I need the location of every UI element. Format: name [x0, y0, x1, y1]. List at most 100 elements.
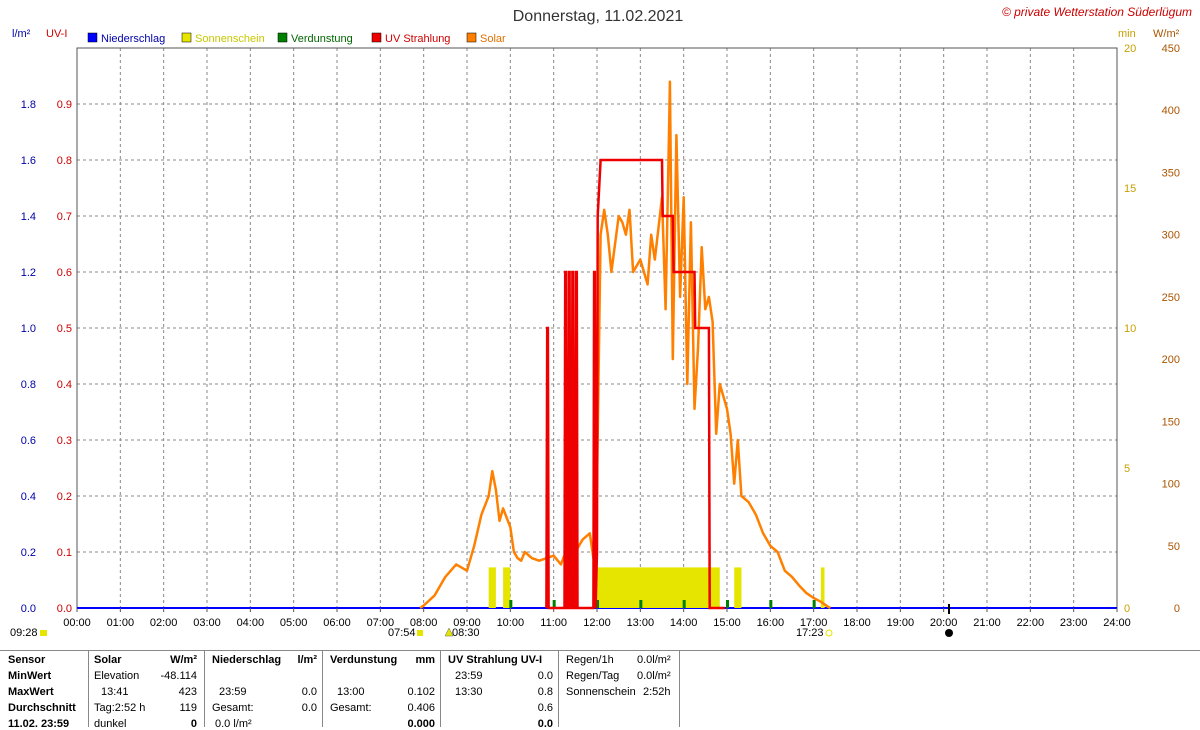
y-right-min-tick-label: 0 — [1124, 603, 1130, 615]
y-right-solar-tick-label: 350 — [1162, 167, 1180, 179]
stats-header-niederschlag: Niederschlag — [212, 654, 282, 666]
y-left-uv-tick-label: 0.8 — [57, 155, 72, 167]
x-tick-label: 22:00 — [1017, 617, 1045, 629]
legend-label: Verdunstung — [291, 33, 353, 45]
verdunstung-mark — [682, 600, 686, 608]
sonnenschein-value: 2:52h — [643, 686, 671, 698]
sun-half-icon — [444, 627, 454, 637]
verdunstung-mark — [726, 600, 729, 608]
x-tick-label: 12:00 — [583, 617, 611, 629]
y-left-uv-tick-label: 0.0 — [57, 603, 72, 615]
y-left-uv-tick-label: 0.3 — [57, 435, 72, 447]
verdunstung-mark — [639, 600, 643, 608]
stats-header-uv: UV Strahlung UV-I — [448, 654, 543, 666]
solar-last-value: 0 — [190, 718, 197, 730]
left-axis-unit-precip: l/m² — [12, 28, 31, 40]
solar-avg-label: Tag:2:52 h — [94, 702, 146, 714]
chart-title: Donnerstag, 11.02.2021 — [513, 8, 684, 25]
y-left-uv-tick-label: 0.2 — [57, 491, 72, 503]
right-axis-unit-solar: W/m² — [1153, 28, 1180, 40]
x-tick-label: 23:00 — [1060, 617, 1088, 629]
x-tick-label: 18:00 — [843, 617, 871, 629]
x-tick-label: 15:00 — [713, 617, 741, 629]
x-tick-label: 07:00 — [367, 617, 395, 629]
verdunstung-mark — [596, 600, 599, 608]
sunrise-icon — [417, 630, 423, 636]
sonnenschein-label: Sonnenschein — [566, 686, 636, 698]
x-tick-label: 03:00 — [193, 617, 221, 629]
regen-tag-label: Regen/Tag — [566, 670, 620, 682]
y-right-solar-tick-label: 300 — [1162, 230, 1180, 242]
y-right-min-tick-label: 5 — [1124, 463, 1130, 475]
stats-header-solar: Solar — [94, 654, 122, 666]
y-left-uv-tick-label: 0.4 — [57, 379, 72, 391]
left-axis-unit-uv: UV-I — [46, 28, 67, 40]
stats-header-verdunstung: Verdunstung — [330, 654, 398, 666]
legend-label: Sonnenschein — [195, 33, 265, 45]
y-right-solar-tick-label: 200 — [1162, 354, 1180, 366]
y-right-solar-tick-label: 150 — [1162, 416, 1180, 428]
marker-mid-time: 08:30 — [452, 627, 480, 639]
weather-chart: Donnerstag, 11.02.2021 © private Wetters… — [10, 5, 1192, 639]
sunshine-bar — [734, 567, 742, 608]
sun-icon-left — [40, 630, 47, 636]
y-left-precip-tick-label: 0.8 — [21, 379, 36, 391]
solar-min-value: -48.114 — [160, 670, 198, 682]
x-tick-label: 00:00 — [63, 617, 91, 629]
sun-markers: 09:28 07:54 08:30 17:23 — [10, 604, 953, 639]
niederschlag-total-value: 0.0 — [301, 702, 317, 714]
x-tick-label: 14:00 — [670, 617, 698, 629]
row-label-last: 11.02. 23:59 — [8, 718, 70, 730]
divider — [679, 651, 680, 727]
divider — [558, 651, 559, 727]
x-tick-label: 08:00 — [410, 617, 438, 629]
niederschlag-last-label: 0.0 l/m² — [215, 718, 252, 730]
y-left-precip-tick-label: 1.4 — [21, 211, 36, 223]
stats-header-verdunstung-unit: mm — [415, 654, 435, 666]
verdunstung-total-value: 0.406 — [407, 702, 435, 714]
sunshine-bar — [488, 567, 496, 608]
x-tick-label: 02:00 — [150, 617, 178, 629]
x-tick-label: 01:00 — [107, 617, 135, 629]
y-right-solar-tick-label: 450 — [1162, 43, 1180, 55]
x-tick-label: 09:00 — [453, 617, 481, 629]
x-tick-label: 19:00 — [887, 617, 915, 629]
legend-label: Solar — [480, 33, 506, 45]
copyright-label: © private Wetterstation Süderlügum — [1002, 5, 1192, 19]
uv-series — [545, 158, 725, 610]
uv-min-value: 0.0 — [537, 670, 553, 682]
verdunstung-mark — [769, 600, 773, 608]
solar-avg-value: 119 — [179, 702, 197, 714]
solar-series — [419, 80, 831, 610]
legend-label: Niederschlag — [101, 33, 165, 45]
legend-swatch — [87, 32, 98, 43]
sunshine-bar — [597, 567, 720, 608]
y-right-min-tick-label: 15 — [1124, 183, 1136, 195]
verdunstung-last-value: 0.000 — [407, 718, 435, 730]
stats-header-sensor: Sensor — [8, 654, 46, 666]
legend-swatch — [371, 32, 382, 43]
y-right-min-tick-label: 20 — [1124, 43, 1136, 55]
y-left-precip-tick-label: 0.2 — [21, 547, 36, 559]
x-tick-label: 16:00 — [757, 617, 785, 629]
row-label-min: MinWert — [8, 670, 52, 682]
divider — [88, 651, 89, 727]
verdunstung-series — [509, 600, 816, 608]
stats-header-solar-unit: W/m² — [170, 654, 197, 666]
y-right-solar-tick-label: 0 — [1174, 603, 1180, 615]
regen-1h-value: 0.0l/m² — [637, 654, 671, 666]
chart-axes: 00:00 01:00 02:00 03:00 04:00 05:00 06:00 07:00… — [21, 43, 1180, 629]
sunshine-bar — [820, 567, 825, 608]
y-left-uv-tick-label: 0.5 — [57, 323, 72, 335]
solar-last-label: dunkel — [94, 718, 127, 730]
regen-tag-value: 0.0l/m² — [637, 670, 671, 682]
x-tick-label: 06:00 — [323, 617, 351, 629]
y-left-uv-tick-label: 0.1 — [57, 547, 72, 559]
y-left-precip-tick-label: 1.6 — [21, 155, 36, 167]
x-tick-label: 24:00 — [1103, 617, 1131, 629]
y-right-solar-tick-label: 100 — [1162, 479, 1180, 491]
verdunstung-mark — [812, 600, 816, 608]
niederschlag-max-label: 23:59 — [219, 686, 247, 698]
y-right-solar-tick-label: 400 — [1162, 105, 1180, 117]
x-tick-label: 13:00 — [627, 617, 655, 629]
